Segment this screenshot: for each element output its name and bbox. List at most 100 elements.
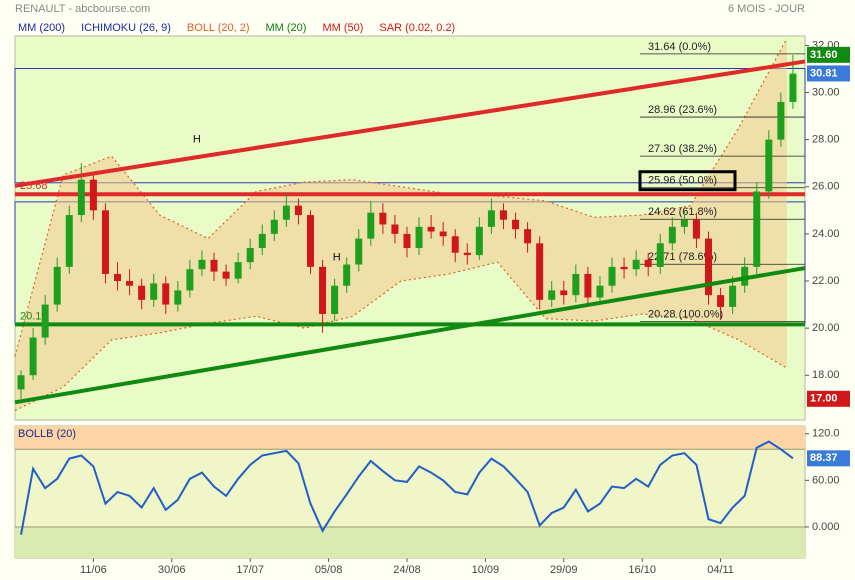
x-tick-label: 11/06 (80, 564, 107, 576)
candle-body (753, 191, 761, 267)
candle-body (729, 285, 737, 307)
y-tick-label: 0.000 (812, 521, 840, 533)
y-tick-label: 26.00 (812, 181, 840, 193)
indicator-label: ICHIMOKU (26, 9) (81, 22, 171, 34)
candle-body (717, 295, 725, 307)
candle-body (65, 215, 73, 267)
fib-label: 20.28 (100.0%) (648, 308, 723, 320)
candle-body (186, 269, 194, 291)
y-tick-label: 28.00 (812, 134, 840, 146)
indicator-label: MM (50) (322, 22, 363, 34)
candle-body (355, 238, 363, 265)
candle-body (584, 273, 592, 298)
indicator-label: MM (20) (266, 22, 307, 34)
fib-label: 22.71 (78.6%) (648, 251, 717, 263)
y-tick-label: 30.00 (812, 86, 840, 98)
candle-body (789, 73, 797, 102)
y-tick-label: 18.00 (812, 369, 840, 381)
x-tick-label: 05/08 (315, 564, 343, 576)
candle-body (319, 266, 327, 314)
candle-body (379, 212, 387, 225)
candle-body (560, 290, 568, 296)
x-tick-label: 10/09 (472, 564, 500, 576)
candle-body (680, 219, 688, 227)
candle-body (306, 215, 314, 267)
candle-body (367, 212, 375, 239)
y-tick-label: 22.00 (812, 275, 840, 287)
candle-body (41, 304, 49, 338)
candle-body (77, 179, 85, 216)
bollb-line (20, 440, 794, 535)
candle-body (644, 259, 652, 267)
candle-body (331, 285, 339, 314)
candle-body (632, 259, 640, 270)
bollinger-lower (14, 261, 788, 412)
price-tag (807, 450, 850, 467)
candle-body (53, 266, 61, 305)
candle-body (608, 266, 616, 286)
candle-body (427, 226, 435, 232)
candle-body (138, 285, 146, 300)
candle-body (282, 205, 290, 220)
candle-body (258, 233, 266, 249)
x-tick-label: 30/06 (158, 564, 186, 576)
candle-body (572, 273, 580, 296)
y-tick-label: 24.00 (812, 228, 840, 240)
indicator-label: MM (200) (18, 22, 65, 34)
candle-body (705, 238, 713, 296)
indicator-label: SAR (0.02, 0.2) (379, 22, 455, 34)
price-tag (807, 46, 850, 63)
upper-zone (15, 426, 805, 450)
candle-body (162, 283, 170, 305)
x-tick-label: 16/10 (628, 564, 656, 576)
fib-label: 31.64 (0.0%) (648, 41, 711, 53)
candle-body (415, 226, 423, 249)
fib-label: 27.30 (38.2%) (648, 143, 717, 155)
panel-title: BOLLB (20) (18, 428, 76, 440)
fib-label: 25.96 (50.0%) (648, 175, 717, 187)
trendline (14, 266, 806, 405)
candle-body (222, 271, 230, 279)
candle-body (499, 210, 507, 220)
candle-body (270, 219, 278, 234)
y-tick-label: 60.00 (812, 474, 840, 486)
candle-body (234, 262, 242, 279)
candle-body (391, 224, 399, 234)
price-tag (807, 390, 850, 407)
candle-body (596, 285, 604, 298)
x-tick-label: 24/08 (393, 564, 421, 576)
candle-body (656, 243, 664, 267)
price-tag-label: 88.37 (810, 452, 838, 464)
header-title: RENAULT - abcbourse.com (15, 3, 150, 15)
candle-body (439, 231, 447, 237)
candle-body (765, 139, 773, 192)
candle-body (692, 219, 700, 239)
level-label: 20.16 (20, 310, 48, 322)
candle-body (101, 210, 109, 274)
fib-box (638, 170, 737, 192)
candle-body (174, 290, 182, 305)
fib-label: 28.96 (23.6%) (648, 104, 717, 116)
candle-body (89, 179, 97, 211)
header-period: 6 MOIS - JOUR (728, 3, 805, 15)
candle-body (343, 264, 351, 286)
candle-body (451, 236, 459, 253)
candle-body (198, 259, 206, 270)
candle-body (126, 281, 134, 286)
candle-body (150, 283, 158, 300)
lower-zone (15, 526, 805, 558)
trendline (14, 59, 806, 188)
candle-body (463, 252, 471, 256)
candle-body (294, 205, 302, 216)
x-tick-label: 29/09 (550, 564, 578, 576)
y-tick-label: 120.0 (812, 428, 840, 440)
price-tag-label: 31.60 (810, 49, 838, 61)
price-tag (807, 65, 850, 82)
annotation: H (333, 251, 341, 263)
candle-body (620, 266, 628, 270)
candle-body (548, 290, 556, 300)
candle-body (403, 233, 411, 249)
candle-body (777, 101, 785, 140)
indicator-label: BOLL (20, 2) (187, 22, 250, 34)
